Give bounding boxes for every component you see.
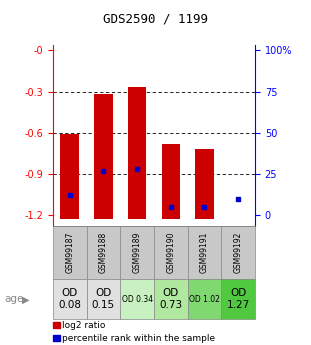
- Bar: [154, 279, 188, 319]
- Text: ▶: ▶: [22, 295, 30, 304]
- Text: OD
0.73: OD 0.73: [159, 288, 182, 310]
- Bar: [94, 94, 113, 219]
- Bar: [188, 226, 221, 279]
- Text: GDS2590 / 1199: GDS2590 / 1199: [103, 12, 208, 25]
- Bar: [154, 226, 188, 279]
- Text: GSM99189: GSM99189: [132, 232, 142, 273]
- Text: OD
0.15: OD 0.15: [92, 288, 115, 310]
- Bar: [120, 226, 154, 279]
- Text: OD
1.27: OD 1.27: [226, 288, 250, 310]
- Text: OD
0.08: OD 0.08: [58, 288, 81, 310]
- Bar: [221, 279, 255, 319]
- Bar: [53, 279, 86, 319]
- Text: GSM99187: GSM99187: [65, 232, 74, 273]
- Text: log2 ratio: log2 ratio: [62, 321, 105, 330]
- Bar: [60, 134, 79, 219]
- Text: percentile rank within the sample: percentile rank within the sample: [62, 334, 215, 343]
- Bar: [120, 279, 154, 319]
- Text: age: age: [5, 295, 24, 304]
- Text: GSM99190: GSM99190: [166, 232, 175, 274]
- Bar: [195, 149, 214, 219]
- Bar: [221, 226, 255, 279]
- Text: GSM99192: GSM99192: [234, 232, 243, 273]
- Bar: [161, 144, 180, 219]
- Bar: [53, 226, 86, 279]
- Bar: [86, 226, 120, 279]
- Text: GSM99191: GSM99191: [200, 232, 209, 273]
- Bar: [86, 279, 120, 319]
- Bar: [128, 87, 146, 219]
- Text: GSM99188: GSM99188: [99, 232, 108, 273]
- Bar: [188, 279, 221, 319]
- Text: OD 0.34: OD 0.34: [122, 295, 153, 304]
- Text: OD 1.02: OD 1.02: [189, 295, 220, 304]
